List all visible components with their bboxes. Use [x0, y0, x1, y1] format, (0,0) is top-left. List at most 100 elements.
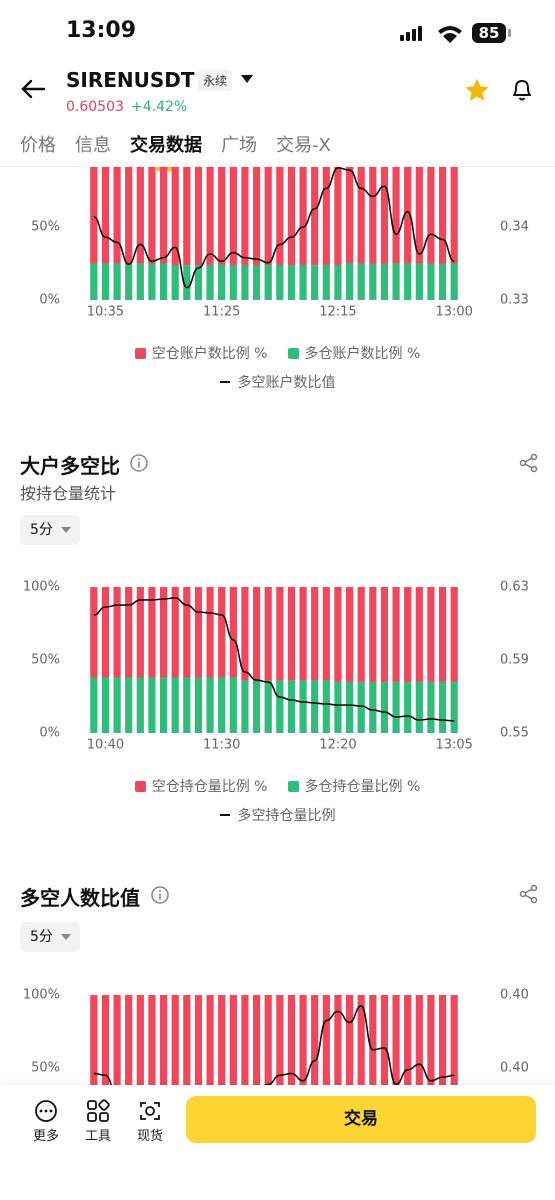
x-tick-label: 10:35	[87, 305, 124, 320]
bar-segment	[404, 995, 412, 1085]
y2-tick-label: 0.63	[500, 580, 529, 595]
symbol: SIRENUSDT	[66, 68, 195, 92]
x-tick-label: 13:00	[435, 305, 472, 320]
bar-segment	[136, 677, 144, 733]
bar-segment	[334, 167, 342, 265]
bar-segment	[264, 995, 272, 1085]
bar-segment	[101, 167, 110, 264]
bar-segment	[404, 681, 412, 733]
bar-segment	[148, 167, 156, 264]
bar-segment	[264, 167, 272, 265]
bar-segment	[136, 263, 144, 300]
tools-icon[interactable]	[86, 1099, 110, 1123]
favorite-star[interactable]	[464, 78, 490, 102]
nav-label[interactable]: 更多	[32, 1129, 59, 1144]
legend-item: 空仓账户数比例 %	[134, 343, 268, 363]
y-tick-label: 0%	[39, 293, 60, 308]
bar-segment	[183, 995, 191, 1085]
bar-segment	[194, 995, 203, 1085]
bar-segment	[276, 264, 284, 300]
bar-segment	[334, 995, 342, 1085]
bar-segment	[183, 677, 191, 733]
alert-bell[interactable]	[510, 77, 534, 103]
battery-level: 85	[478, 24, 500, 42]
bar-segment	[450, 995, 458, 1085]
bar-segment	[159, 167, 168, 264]
bar-segment	[90, 587, 98, 678]
bar-segment	[450, 167, 458, 264]
bar-segment	[299, 264, 307, 300]
dropdown-arrow[interactable]	[240, 74, 254, 84]
bar-segment	[369, 681, 377, 733]
bar-segment	[357, 263, 365, 300]
tab-bar: 价格 信息 交易数据 广场 交易-X	[20, 131, 331, 171]
bar-segment	[136, 995, 144, 1085]
bar-segment	[415, 263, 423, 300]
bar-segment	[276, 995, 284, 1085]
bar-segment	[206, 587, 214, 678]
bar-segment	[264, 680, 272, 733]
bar-segment	[322, 995, 330, 1085]
bar-segment	[194, 587, 203, 678]
bar-segment	[159, 677, 168, 733]
bar-segment	[264, 587, 272, 681]
trade-button[interactable]: 交易	[186, 1096, 536, 1143]
bar-segment	[241, 167, 249, 265]
legend-swatch	[134, 348, 146, 359]
tab[interactable]: 交易数据	[130, 131, 202, 171]
info-icon[interactable]	[150, 885, 170, 905]
legend-label: 多空持仓量比例	[237, 808, 336, 824]
back-button[interactable]	[20, 78, 46, 100]
tab[interactable]: 信息	[75, 135, 111, 156]
bar-segment	[438, 263, 447, 300]
bar-segment	[125, 677, 133, 733]
bar-segment	[380, 995, 389, 1085]
bar-segment	[345, 263, 354, 300]
bar-segment	[218, 677, 226, 733]
y-tick-label: 100%	[23, 988, 60, 1003]
tab[interactable]: 交易-X	[276, 135, 331, 156]
bar-segment	[159, 995, 168, 1085]
interval-selector[interactable]: 5分	[20, 922, 80, 952]
bar-segment	[206, 995, 214, 1085]
bar-segment	[136, 587, 144, 678]
bar-segment	[90, 167, 98, 264]
bar-segment	[357, 167, 365, 264]
section-subtitle: 按持仓量统计	[20, 484, 117, 503]
nav-label[interactable]: 现货	[136, 1129, 163, 1144]
status-time: 13:09	[66, 18, 137, 43]
nav-label[interactable]: 工具	[84, 1129, 111, 1144]
more-icon[interactable]	[34, 1099, 58, 1123]
bar-segment	[113, 167, 121, 264]
y2-tick-label: 0.33	[500, 293, 529, 308]
info-icon[interactable]	[129, 453, 149, 473]
bar-segment	[380, 263, 389, 300]
contract-tag: 永续	[198, 70, 233, 91]
bar-segment	[334, 264, 342, 300]
bar-segment	[90, 263, 98, 300]
legend-line	[219, 814, 230, 816]
share-icon[interactable]	[518, 453, 540, 473]
tab[interactable]: 广场	[221, 135, 257, 156]
share-icon[interactable]	[518, 884, 540, 904]
bar-segment	[287, 264, 296, 300]
bar-segment	[450, 587, 458, 682]
legend-item: 多仓持仓量比例 %	[287, 776, 420, 796]
bar-segment	[252, 167, 261, 265]
bar-segment	[438, 587, 447, 682]
bar-segment	[113, 587, 121, 678]
bar-segment	[183, 167, 191, 265]
position-ratio-chart: 0% 50% 100% 0.55 0.59 0.63 10:40 11:30 12:20 13:0…	[23, 580, 529, 753]
spot-icon[interactable]	[138, 1099, 162, 1123]
bar-segment	[125, 167, 133, 264]
bar-segment	[148, 263, 156, 300]
bar-segment	[90, 995, 98, 1085]
tab[interactable]: 价格	[20, 135, 56, 156]
bar-segment	[404, 167, 412, 264]
bar-segment	[427, 681, 435, 733]
bar-segment	[136, 167, 144, 264]
interval-selector[interactable]: 5分	[20, 515, 80, 545]
legend-label: 多空账户数比值	[237, 375, 336, 391]
y2-tick-label: 0.34	[500, 220, 529, 235]
